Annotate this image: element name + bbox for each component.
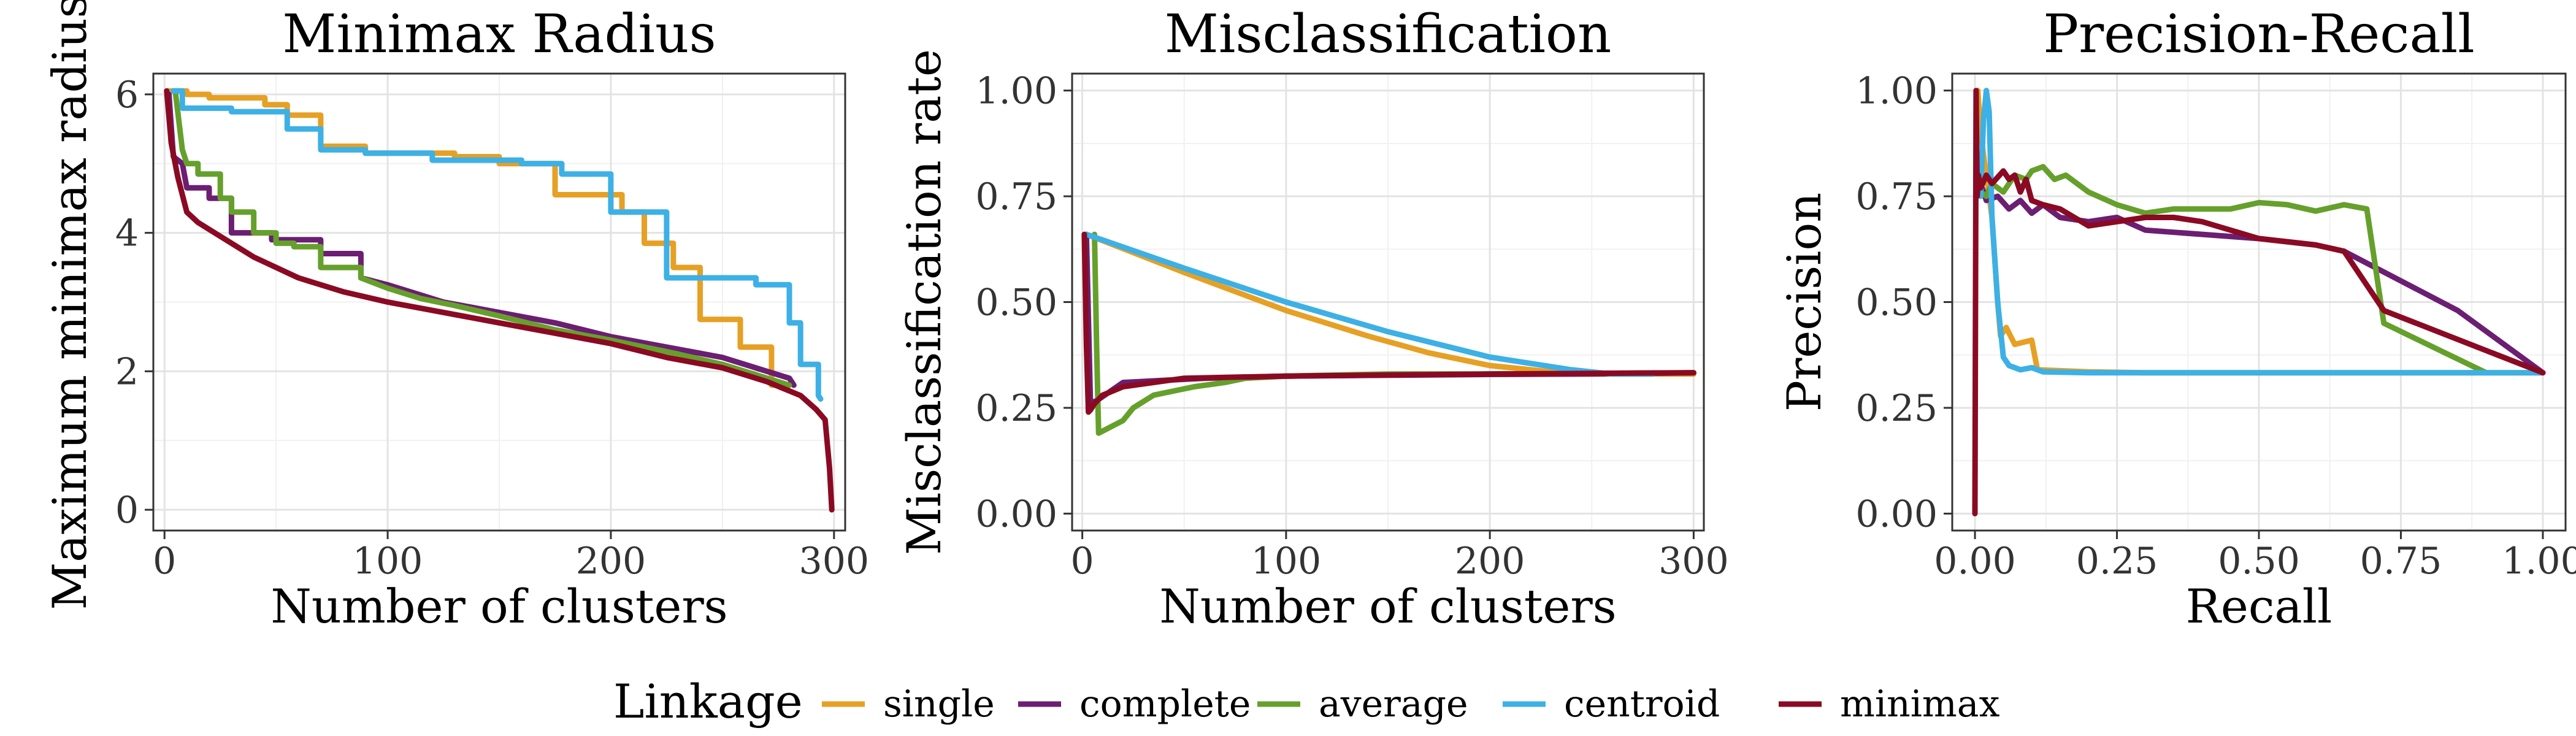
x-tick-label: 200 — [1455, 540, 1525, 583]
chart-panel-2: 0 100 200 300 0.00 0.25 0.50 0.75 1.00 Misclassif… — [897, 4, 1729, 634]
y-tick-label: 0.25 — [975, 387, 1057, 430]
y-tick-label: 0.25 — [1855, 387, 1938, 430]
x-tick-label: 300 — [1658, 540, 1729, 583]
series-line-centroid — [1977, 88, 2546, 376]
x-tick-label: 100 — [353, 540, 423, 583]
y-tick-label: 0 — [115, 489, 139, 532]
y-tick-label: 1.00 — [975, 70, 1057, 113]
chart-panel-1: 0 100 200 300 0 2 4 6 Minimax Radius Number of cl… — [42, 0, 869, 634]
x-tick-label: 0 — [1071, 540, 1094, 583]
x-axis-label: Number of clusters — [1159, 579, 1616, 634]
y-tick-label: 1.00 — [1855, 70, 1938, 113]
x-tick-label: 300 — [799, 540, 870, 583]
y-tick-label: 4 — [115, 212, 139, 255]
y-tick-label: 0.75 — [975, 175, 1057, 218]
chart-title: Precision-Recall — [2043, 4, 2475, 65]
series-line-minimax — [164, 88, 835, 513]
x-tick-label: 0.50 — [2218, 540, 2300, 583]
legend-label-single: single — [883, 683, 995, 726]
y-axis-label: Misclassification rate — [897, 49, 951, 555]
x-tick-label: 0 — [153, 540, 176, 583]
x-axis-label: Recall — [2186, 579, 2333, 634]
chart-title: Minimax Radius — [282, 4, 716, 65]
y-tick-label: 0.75 — [1855, 175, 1938, 218]
series-line-minimax — [1081, 231, 1696, 415]
x-tick-label: 0.75 — [2360, 540, 2442, 583]
series-line-minimax — [1972, 88, 2546, 516]
chart-panels: 0 100 200 300 0 2 4 6 Minimax Radius Number of cl… — [42, 0, 2576, 634]
x-axis-label: Number of clusters — [270, 579, 727, 634]
chart-title: Misclassification — [1165, 4, 1611, 65]
series-line-average — [172, 91, 792, 388]
legend-label-centroid: centroid — [1564, 683, 1720, 726]
series-line-centroid — [171, 88, 824, 402]
legend-title: Linkage — [613, 674, 803, 729]
legend-label-minimax: minimax — [1840, 683, 2000, 726]
legend-label-complete: complete — [1079, 683, 1251, 726]
series-line-complete — [166, 91, 797, 388]
x-tick-label: 100 — [1251, 540, 1322, 583]
y-tick-label: 6 — [115, 74, 139, 117]
y-tick-label: 2 — [115, 350, 139, 393]
y-tick-label: 0.00 — [1855, 493, 1938, 535]
chart-panel-3: 0.00 0.25 0.50 0.75 1.00 0.00 0.25 0.50 0.75 1.00… — [1777, 4, 2576, 634]
y-tick-label: 0.00 — [975, 493, 1057, 535]
y-tick-label: 0.50 — [1855, 282, 1938, 324]
plot-frame — [152, 72, 846, 532]
y-tick-label: 0.50 — [975, 282, 1057, 324]
x-tick-label: 0.25 — [2076, 540, 2158, 583]
legend-label-average: average — [1319, 683, 1468, 726]
x-tick-label: 200 — [576, 540, 646, 583]
legend-items: single complete average centroid minimax — [822, 683, 2000, 726]
y-axis-label: Precision — [1777, 193, 1831, 412]
y-axis-label: Maximum minimax radius — [42, 0, 97, 610]
x-tick-label: 0.00 — [1934, 540, 2016, 583]
x-tick-label: 1.00 — [2502, 540, 2576, 583]
legend: Linkage single complete average centroid min… — [613, 674, 2000, 729]
